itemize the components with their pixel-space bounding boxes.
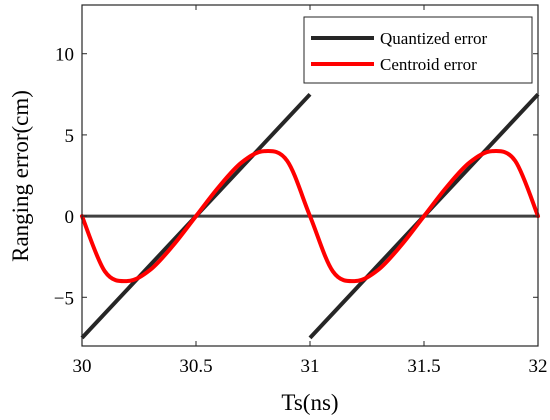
x-tick-label: 31.5 [407, 356, 440, 377]
x-tick-label: 30.5 [179, 356, 212, 377]
tick-layer: 30 30.5 31 31.5 32 −5 0 5 10 [54, 5, 548, 377]
legend: Quantized error Centroid error [303, 16, 533, 84]
x-tick-label: 31 [301, 356, 320, 377]
y-tick-label: 10 [55, 45, 74, 66]
y-tick-label: 0 [65, 207, 75, 228]
x-tick-label: 30 [73, 356, 92, 377]
series-layer [80, 92, 540, 340]
y-tick-label: 5 [65, 126, 75, 147]
x-axis-label: Ts(ns) [281, 390, 338, 415]
x-tick-label: 32 [529, 356, 548, 377]
legend-label-quantized: Quantized error [380, 29, 487, 48]
y-tick-label: −5 [54, 288, 74, 309]
y-axis-label: Ranging error(cm) [8, 90, 33, 262]
legend-label-centroid: Centroid error [380, 55, 477, 74]
legend-box [303, 16, 533, 84]
centroid-error-line [80, 149, 540, 284]
